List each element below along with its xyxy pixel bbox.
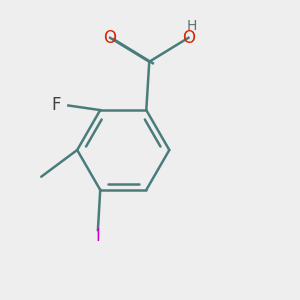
Text: F: F: [52, 97, 61, 115]
Text: I: I: [95, 227, 100, 245]
Text: O: O: [182, 29, 195, 47]
Text: O: O: [103, 29, 117, 47]
Text: H: H: [186, 19, 197, 33]
